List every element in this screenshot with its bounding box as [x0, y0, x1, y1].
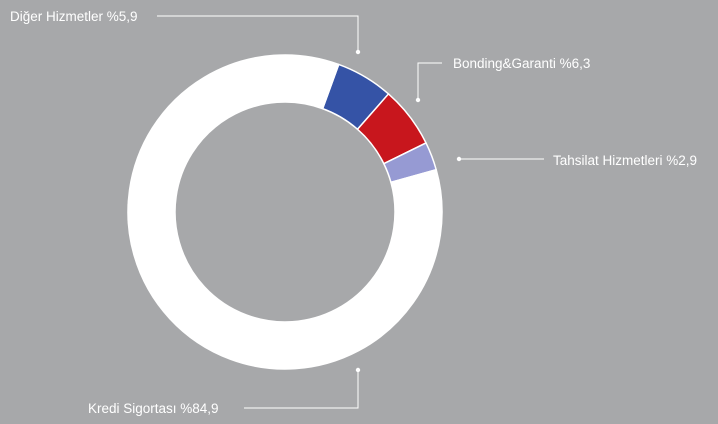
leader-dot-bonding: [415, 97, 421, 103]
slices-group: [127, 54, 443, 370]
leader-line-kredi: [244, 370, 359, 409]
label-bonding-garanti: Bonding&Garanti %6,3: [453, 56, 591, 71]
label-diger-hizmetler: Diğer Hizmetler %5,9: [10, 9, 138, 24]
leader-dot-tahsilat: [456, 156, 462, 162]
donut-slice-kredi-sigortas-: [127, 54, 443, 370]
leader-lines-group: [157, 15, 544, 409]
leader-line-diger: [157, 15, 359, 52]
leader-dot-diger: [355, 49, 361, 55]
leader-dot-kredi: [355, 367, 361, 373]
label-kredi-sigortasi: Kredi Sigortası %84,9: [88, 401, 219, 416]
label-tahsilat-hizmetleri: Tahsilat Hizmetleri %2,9: [553, 153, 698, 168]
leader-line-bonding: [417, 62, 442, 100]
